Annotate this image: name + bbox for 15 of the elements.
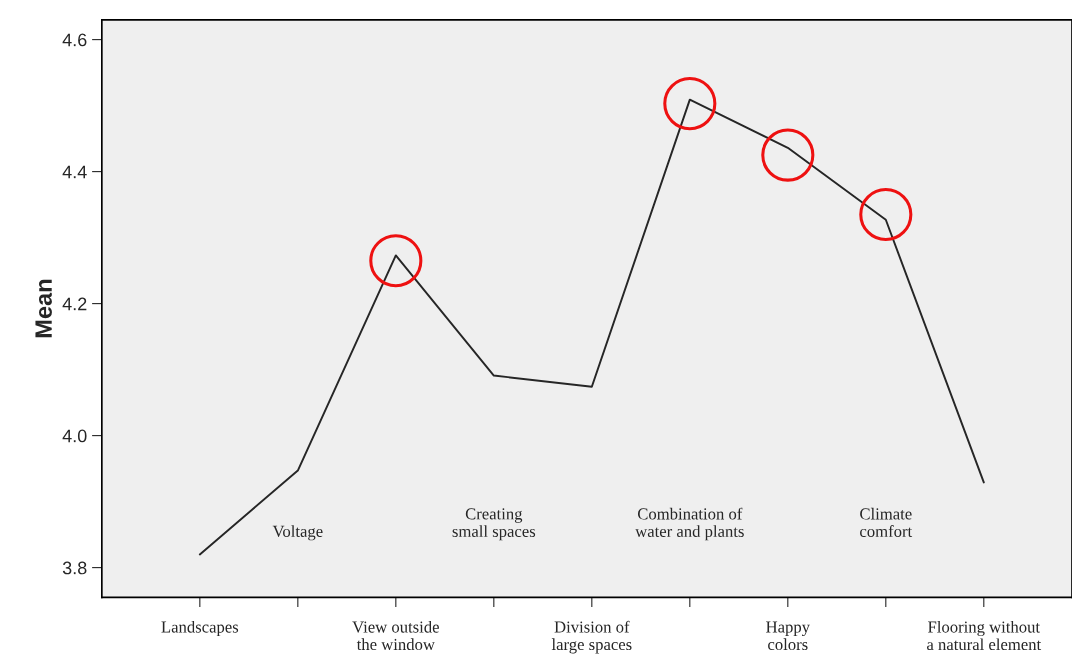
x-tick-label: Climate comfort [860,507,913,537]
x-tick-label: Landscapes [161,620,239,637]
x-tick-label: View outside the window [352,620,439,651]
x-tick-label: Creating small spaces [452,508,536,541]
y-tick-label: 4.0 [62,429,87,443]
y-tick-label: 4.2 [62,297,87,311]
y-tick-label: 3.8 [62,561,87,575]
x-tick-label: Division of large spaces [551,620,632,654]
x-tick-label: Flooring without a natural element [927,620,1042,651]
y-axis-title: Mean [35,279,52,338]
x-tick-label: Combination of water and plants [635,507,744,541]
y-tick-label: 4.6 [62,33,87,47]
x-tick-label: Happy colors [766,621,810,651]
y-tick-label: 4.4 [62,165,87,179]
x-tick-label: Voltage [272,525,323,541]
